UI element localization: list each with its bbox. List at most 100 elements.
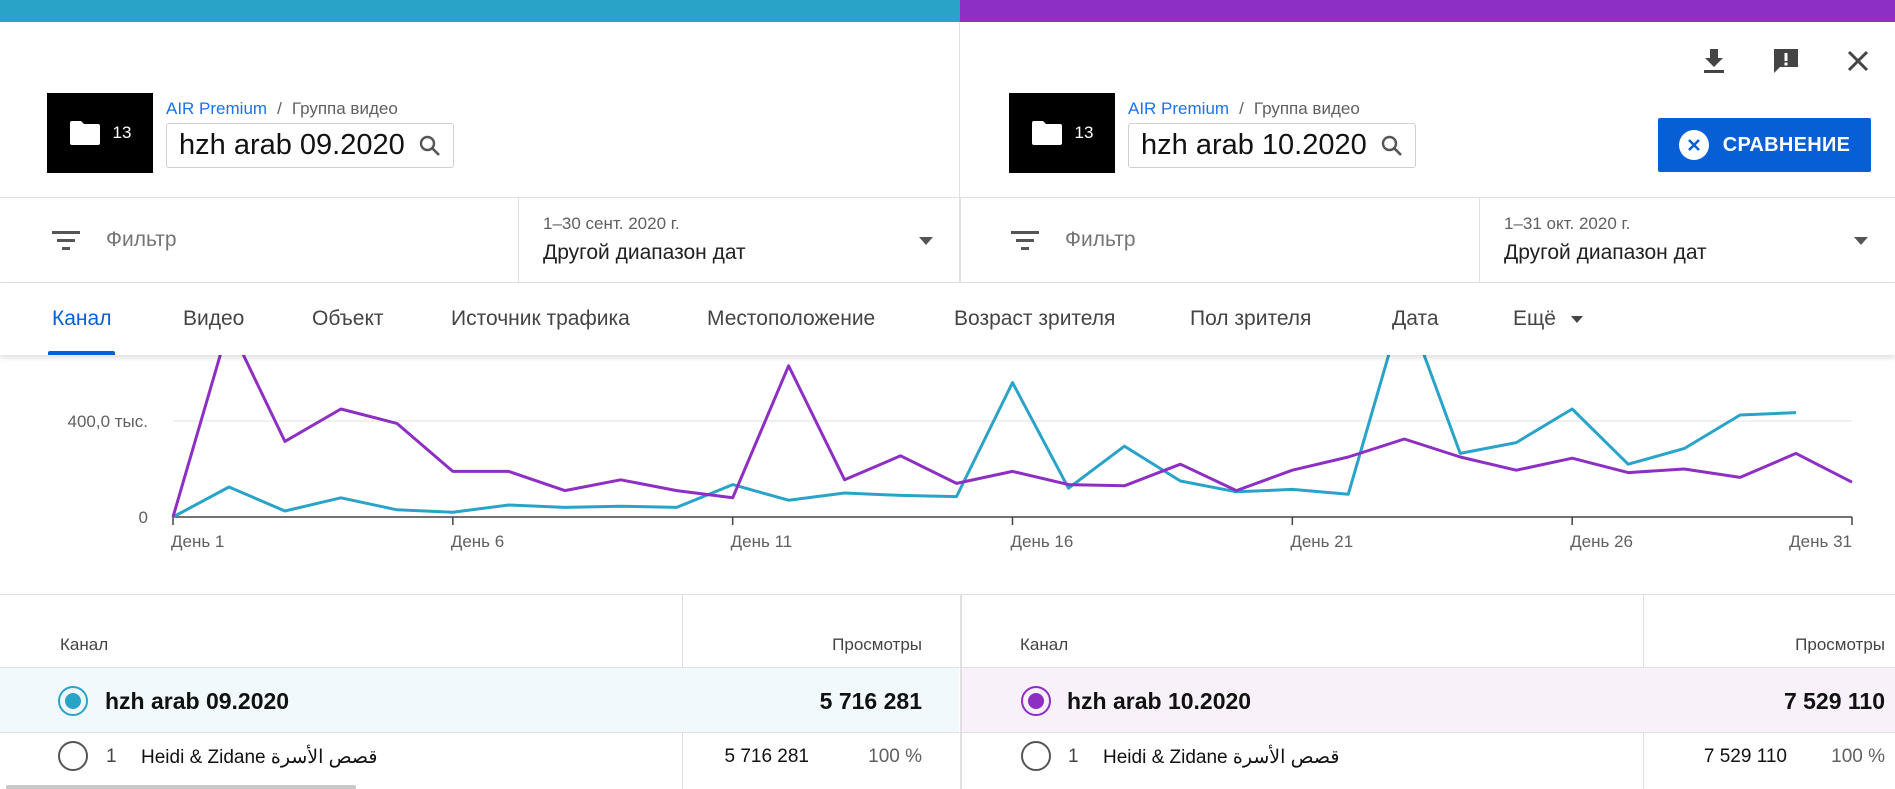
tab-video[interactable]: Видео	[183, 307, 245, 330]
search-icon	[1381, 135, 1402, 156]
y-tick-label: 400,0 тыс.	[68, 412, 149, 431]
right-filter-bar: Фильтр 1–31 окт. 2020 г. Другой диапазон…	[960, 197, 1895, 283]
row-views: 5 716 281	[724, 746, 809, 767]
right-table: Канал Просмотры hzh arab 10.2020 7 529 1…	[960, 595, 1895, 789]
date-range-select[interactable]: 1–30 сент. 2020 г. Другой диапазон дат	[518, 198, 960, 282]
folder-icon	[69, 121, 100, 145]
column-divider	[959, 22, 960, 282]
tab-more-label: Ещё	[1513, 307, 1556, 330]
views-line-chart: 0 400,0 тыс. День 1 День 6 День 11 День 16 Ден…	[0, 355, 1895, 595]
date-range-type: Другой диапазон дат	[543, 241, 746, 264]
radio-unselected[interactable]	[1021, 741, 1051, 771]
table-row[interactable]: 1 Heidi & Zidane قصص الأسرة 7 529 110 10…	[962, 734, 1895, 789]
row-index: 1	[106, 746, 117, 767]
filter-placeholder: Фильтр	[1065, 228, 1136, 251]
date-range-select[interactable]: 1–31 окт. 2020 г. Другой диапазон дат	[1479, 198, 1895, 282]
right-series-color-bar	[960, 0, 1895, 22]
date-range-type: Другой диапазон дат	[1504, 241, 1707, 264]
row-percent: 100 %	[1831, 746, 1885, 767]
close-circle-icon	[1678, 130, 1709, 160]
x-tick-label: День 11	[731, 532, 793, 551]
search-icon	[419, 135, 440, 156]
date-range-value: 1–30 сент. 2020 г.	[543, 214, 680, 233]
filter-icon	[1011, 231, 1039, 250]
comparison-tables: Канал Просмотры hzh arab 09.2020 5 716 2…	[0, 594, 1895, 789]
channel-name[interactable]: Heidi & Zidane قصص الأسرة	[141, 747, 378, 768]
total-name: hzh arab 09.2020	[105, 688, 290, 714]
tab-viewer-age[interactable]: Возраст зрителя	[954, 307, 1116, 330]
group-name-field[interactable]: hzh arab 09.2020	[166, 123, 454, 168]
filter-input[interactable]: Фильтр	[961, 198, 1479, 282]
breadcrumb-separator: /	[1239, 99, 1244, 118]
y-tick-label: 0	[139, 508, 148, 527]
folder-count: 13	[1074, 123, 1094, 142]
total-name: hzh arab 10.2020	[1067, 688, 1252, 714]
breadcrumb-type: Группа видео	[1253, 99, 1360, 118]
total-views: 7 529 110	[1783, 688, 1885, 714]
radio-unselected[interactable]	[58, 741, 88, 771]
tab-date[interactable]: Дата	[1392, 307, 1439, 330]
tab-object[interactable]: Объект	[312, 307, 384, 330]
row-percent: 100 %	[868, 746, 922, 767]
x-tick-label: День 31	[1789, 532, 1852, 551]
tab-traffic-source[interactable]: Источник трафика	[451, 307, 630, 330]
dropdown-arrow-icon	[1854, 237, 1868, 245]
download-icon[interactable]	[1697, 44, 1731, 78]
tab-more[interactable]: Ещё	[1513, 283, 1584, 355]
col-header-views[interactable]: Просмотры	[832, 635, 922, 654]
breadcrumb: AIR Premium / Группа видео	[1128, 98, 1416, 120]
breadcrumb-root-link[interactable]: AIR Premium	[166, 99, 268, 118]
breadcrumb-root-link[interactable]: AIR Premium	[1128, 99, 1230, 118]
right-folder-badge: 13	[1009, 93, 1115, 173]
breadcrumb: AIR Premium / Группа видео	[166, 98, 454, 120]
breadcrumb-separator: /	[277, 99, 282, 118]
tab-channel[interactable]: Канал	[47, 283, 116, 355]
col-header-views[interactable]: Просмотры	[1795, 635, 1885, 654]
filter-placeholder: Фильтр	[106, 228, 177, 251]
compare-button[interactable]: СРАВНЕНИЕ	[1658, 118, 1871, 172]
group-name-field[interactable]: hzh arab 10.2020	[1128, 123, 1416, 168]
left-folder-badge: 13	[47, 93, 153, 173]
series-line-1[interactable]	[172, 355, 1797, 519]
row-index: 1	[1068, 746, 1079, 767]
radio-selected[interactable]	[58, 686, 88, 716]
group-name: hzh arab 10.2020	[1141, 129, 1367, 161]
tab-viewer-gender[interactable]: Пол зрителя	[1190, 307, 1312, 330]
table-row[interactable]: 1 Heidi & Zidane قصص الأسرة 5 716 281 10…	[0, 734, 959, 789]
tab-location[interactable]: Местоположение	[707, 307, 876, 330]
header-actions	[1697, 44, 1875, 78]
channel-name[interactable]: Heidi & Zidane قصص الأسرة	[1103, 747, 1340, 768]
filter-icon	[52, 231, 80, 250]
folder-icon	[1031, 121, 1062, 145]
radio-selected[interactable]	[1021, 686, 1051, 716]
right-group-header: 13 AIR Premium / Группа видео hzh arab 10.…	[1009, 93, 1416, 173]
x-tick-label: День 1	[171, 532, 224, 551]
x-tick-label: День 21	[1290, 532, 1353, 551]
group-name: hzh arab 09.2020	[179, 129, 405, 161]
table-row-total[interactable]: hzh arab 10.2020 7 529 110	[962, 667, 1895, 733]
x-tick-label: День 16	[1011, 532, 1074, 551]
horizontal-scrollbar[interactable]	[6, 785, 356, 789]
dimension-tabs: Канал Видео Объект Источник трафика Мест…	[0, 283, 1895, 355]
dropdown-arrow-icon	[919, 237, 933, 245]
row-views: 7 529 110	[1703, 746, 1787, 767]
x-tick-label: День 6	[451, 532, 504, 551]
total-views: 5 716 281	[819, 688, 922, 714]
series-line-2[interactable]	[171, 355, 1853, 518]
dropdown-arrow-icon	[1570, 315, 1583, 323]
breadcrumb-type: Группа видео	[291, 99, 398, 118]
folder-count: 13	[112, 123, 132, 142]
left-table: Канал Просмотры hzh arab 09.2020 5 716 2…	[0, 595, 959, 789]
left-series-color-bar	[0, 0, 960, 22]
filter-input[interactable]: Фильтр	[0, 198, 518, 282]
chart-svg: 0 400,0 тыс. День 1 День 6 День 11 День 16 Ден…	[68, 355, 1853, 551]
close-icon[interactable]	[1841, 44, 1875, 78]
col-header-channel: Канал	[1020, 635, 1069, 654]
feedback-icon[interactable]	[1769, 44, 1803, 78]
date-range-value: 1–31 окт. 2020 г.	[1504, 214, 1631, 233]
table-row-total[interactable]: hzh arab 09.2020 5 716 281	[0, 667, 959, 733]
left-group-header: 13 AIR Premium / Группа видео hzh arab 09.…	[47, 93, 454, 173]
left-filter-bar: Фильтр 1–30 сент. 2020 г. Другой диапазо…	[0, 197, 960, 283]
x-tick-label: День 26	[1570, 532, 1633, 551]
col-header-channel: Канал	[60, 635, 109, 654]
